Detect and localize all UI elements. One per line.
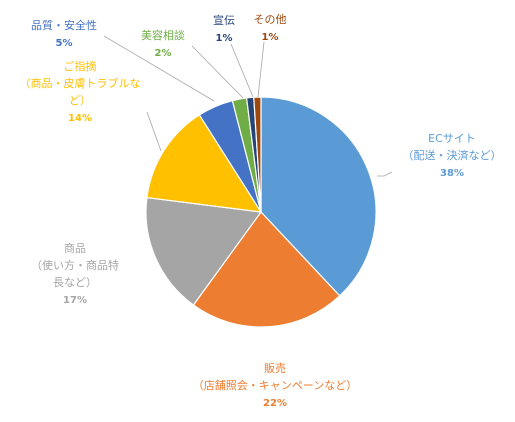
slice-label-6-line-0: 宣伝 [213, 13, 235, 27]
slice-value-7: 1% [262, 32, 279, 43]
slice-label-3-line-2: ど） [69, 94, 91, 107]
slice-value-2: 17% [63, 295, 87, 306]
pie-slice-7 [253, 96, 262, 213]
pie-slices [145, 96, 377, 328]
leader-line-6 [230, 43, 254, 98]
leader-line-3 [146, 111, 162, 152]
slice-value-4: 5% [56, 38, 73, 49]
slice-label-2-line-0: 商品 [64, 241, 86, 255]
slice-label-3-line-1: （商品・皮膚トラブルな [20, 76, 141, 90]
slice-label-0-line-1: （配送・決済など） [403, 148, 502, 162]
leader-line-5 [191, 45, 244, 99]
leader-line-7 [257, 41, 265, 98]
leader-lines [103, 35, 393, 177]
pie-slice-1 [192, 211, 341, 328]
slice-label-4-line-0: 品質・安全性 [31, 18, 97, 32]
slice-label-1-line-1: （店舗照会・キャンペーンなど） [193, 378, 357, 392]
leader-line-0 [377, 171, 393, 177]
slice-value-1: 22% [263, 398, 287, 409]
slice-value-6: 1% [216, 33, 233, 44]
slice-label-7-line-0: その他 [254, 13, 287, 26]
slice-label-3-line-0: ご指摘 [64, 59, 97, 73]
slice-label-5-line-0: 美容相談 [141, 28, 185, 42]
slice-label-0-line-0: ECサイト [428, 132, 476, 145]
slice-label-2-line-2: 長など） [53, 276, 97, 289]
pie-slice-2 [145, 196, 263, 306]
slice-label-1-line-0: 販売 [264, 362, 286, 375]
slice-labels: ECサイト （配送・決済など） 38% 販売 （店舗照会・キャンペーンなど） 22% 商品 （… [20, 13, 502, 409]
slice-value-3: 14% [68, 113, 92, 124]
slice-value-0: 38% [440, 168, 464, 179]
pie-slice-0 [260, 96, 377, 297]
slice-label-2-line-1: （使い方・商品特 [31, 258, 119, 272]
slice-value-5: 2% [155, 48, 172, 59]
leader-line-4 [103, 35, 215, 102]
pie-slice-3 [146, 114, 263, 213]
